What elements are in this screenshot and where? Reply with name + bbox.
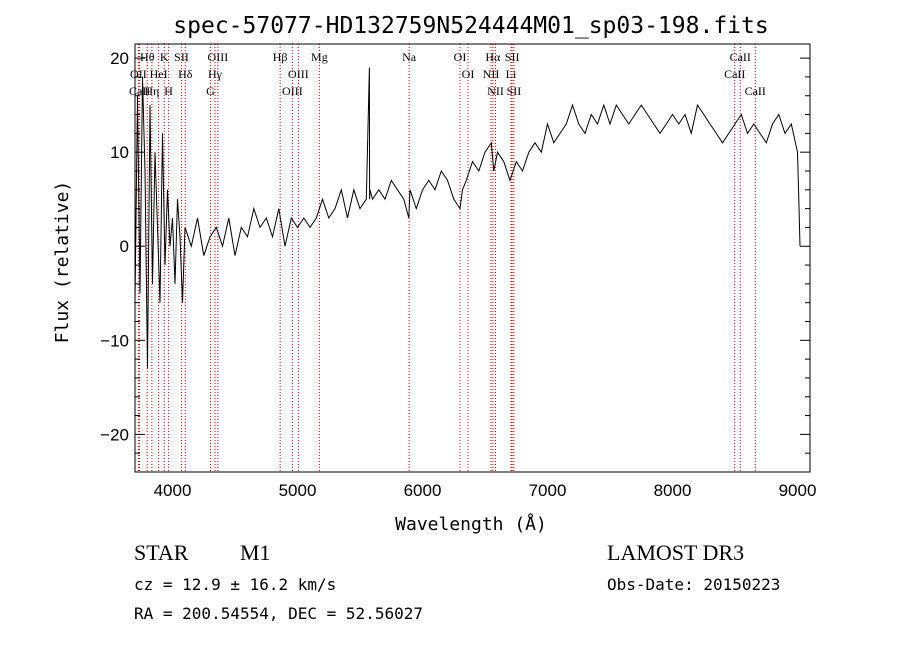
spectral-line-label-8: Hδ — [178, 67, 193, 81]
x-tick-label: 5000 — [279, 481, 317, 500]
plot-frame — [134, 43, 811, 473]
spectral-line-labels: HθOIICaIIHηHeIKHSIIHδOIIIHγGHβOIIIOIIIMg… — [129, 50, 766, 98]
spectral-line-label-5: K — [160, 50, 169, 64]
object-subclass: M1 — [240, 540, 271, 565]
spectral-line-label-10: Hγ — [208, 67, 223, 81]
plot-axes: 4000 5000 6000 7000 8000 9000 −20 −10 0 10 20 — [100, 43, 817, 500]
spectral-line-label-1: OII — [130, 67, 147, 81]
spectral-line-label-0: Hθ — [140, 50, 155, 64]
spectral-line-label-7: SII — [174, 50, 189, 64]
spectral-line-label-12: Hβ — [273, 50, 288, 64]
spectral-line-label-23: Li — [506, 67, 517, 81]
spectral-line-label-18: OI — [462, 67, 475, 81]
spectral-line-label-25: CaII — [730, 50, 751, 64]
spectral-line-label-27: CaII — [745, 84, 766, 98]
y-tick-label: 0 — [120, 237, 129, 256]
spectral-line-label-2: CaII — [129, 84, 150, 98]
spectral-line-label-14: OIII — [282, 84, 303, 98]
spectral-line-label-26: CaII — [724, 67, 745, 81]
chart-title: spec-57077-HD132759N524444M01_sp03-198.f… — [173, 13, 768, 39]
spectral-line-label-6: H — [164, 84, 173, 98]
spectral-line-label-16: Na — [402, 50, 417, 64]
y-tick-label: −10 — [100, 331, 129, 350]
spectral-line-label-21: NII — [487, 84, 504, 98]
x-tick-label: 6000 — [404, 481, 442, 500]
x-tick-label: 8000 — [654, 481, 692, 500]
x-tick-label: 9000 — [779, 481, 817, 500]
spectral-line-label-24: SII — [507, 84, 522, 98]
spectral-line-label-13: OIII — [288, 67, 309, 81]
spectrum-line — [134, 67, 801, 369]
y-tick-label: −20 — [100, 425, 129, 444]
y-tick-label: 20 — [110, 49, 129, 68]
spectral-line-label-20: NII — [483, 67, 500, 81]
spectral-line-label-15: Mg — [311, 50, 328, 64]
spectral-line-label-3: Hη — [144, 84, 159, 98]
y-tick-label: 10 — [110, 143, 129, 162]
spectral-line-label-11: G — [206, 84, 215, 98]
spectral-line-label-22: SII — [505, 50, 520, 64]
spectral-line-label-4: HeI — [150, 67, 168, 81]
x-axis-label: Wavelength (Å) — [395, 513, 547, 535]
x-tick-label: 7000 — [529, 481, 567, 500]
spectral-line-markers — [137, 44, 756, 472]
y-axis-label: Flux (relative) — [52, 181, 73, 344]
spectral-line-label-9: OIII — [208, 50, 229, 64]
spectral-line-label-19: Hα — [485, 50, 501, 64]
sky-coordinates: RA = 200.54554, DEC = 52.56027 — [134, 604, 423, 623]
observation-date: Obs-Date: 20150223 — [607, 575, 781, 594]
survey-name: LAMOST DR3 — [607, 540, 745, 565]
x-tick-label: 4000 — [154, 481, 192, 500]
object-class: STAR — [134, 540, 189, 565]
spectral-line-label-17: OI — [454, 50, 467, 64]
redshift-readout: cz = 12.9 ± 16.2 km/s — [134, 575, 337, 594]
